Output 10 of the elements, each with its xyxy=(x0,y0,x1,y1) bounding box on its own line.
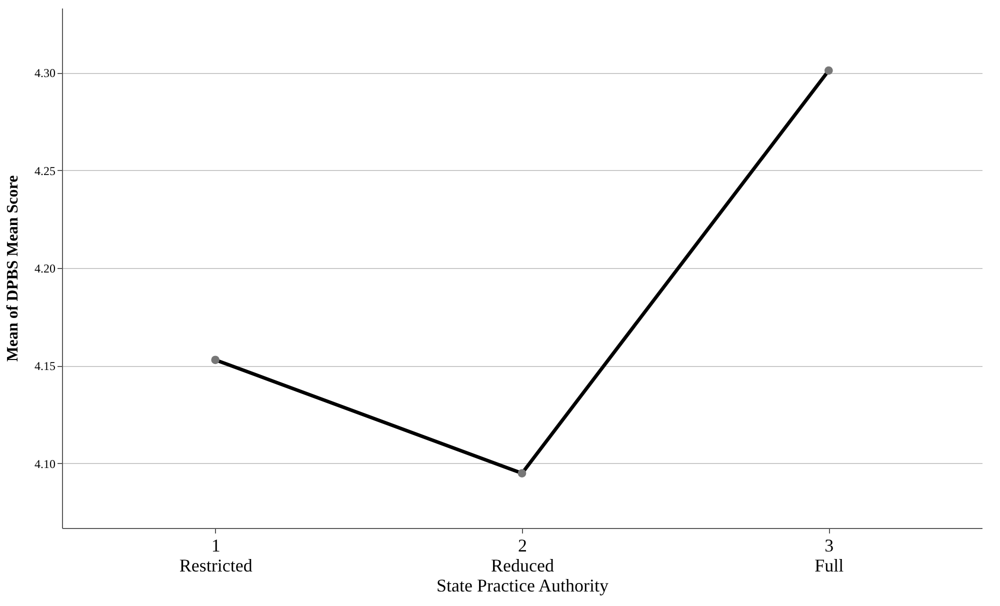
y-axis-title: Mean of DPBS Mean Score xyxy=(4,175,22,362)
x-tick-label: 1 Restricted xyxy=(179,536,252,576)
y-tick-label: 4.10 xyxy=(34,456,56,471)
y-tick-label: 4.30 xyxy=(34,66,56,80)
x-axis-title: State Practice Authority xyxy=(436,576,608,596)
x-tick-label: 3 Full xyxy=(814,536,844,576)
y-tick-label: 4.15 xyxy=(34,359,56,374)
y-tick-label: 4.20 xyxy=(34,262,56,276)
x-tick-label: 2 Reduced xyxy=(491,536,554,576)
y-tick-label: 4.25 xyxy=(34,164,56,178)
